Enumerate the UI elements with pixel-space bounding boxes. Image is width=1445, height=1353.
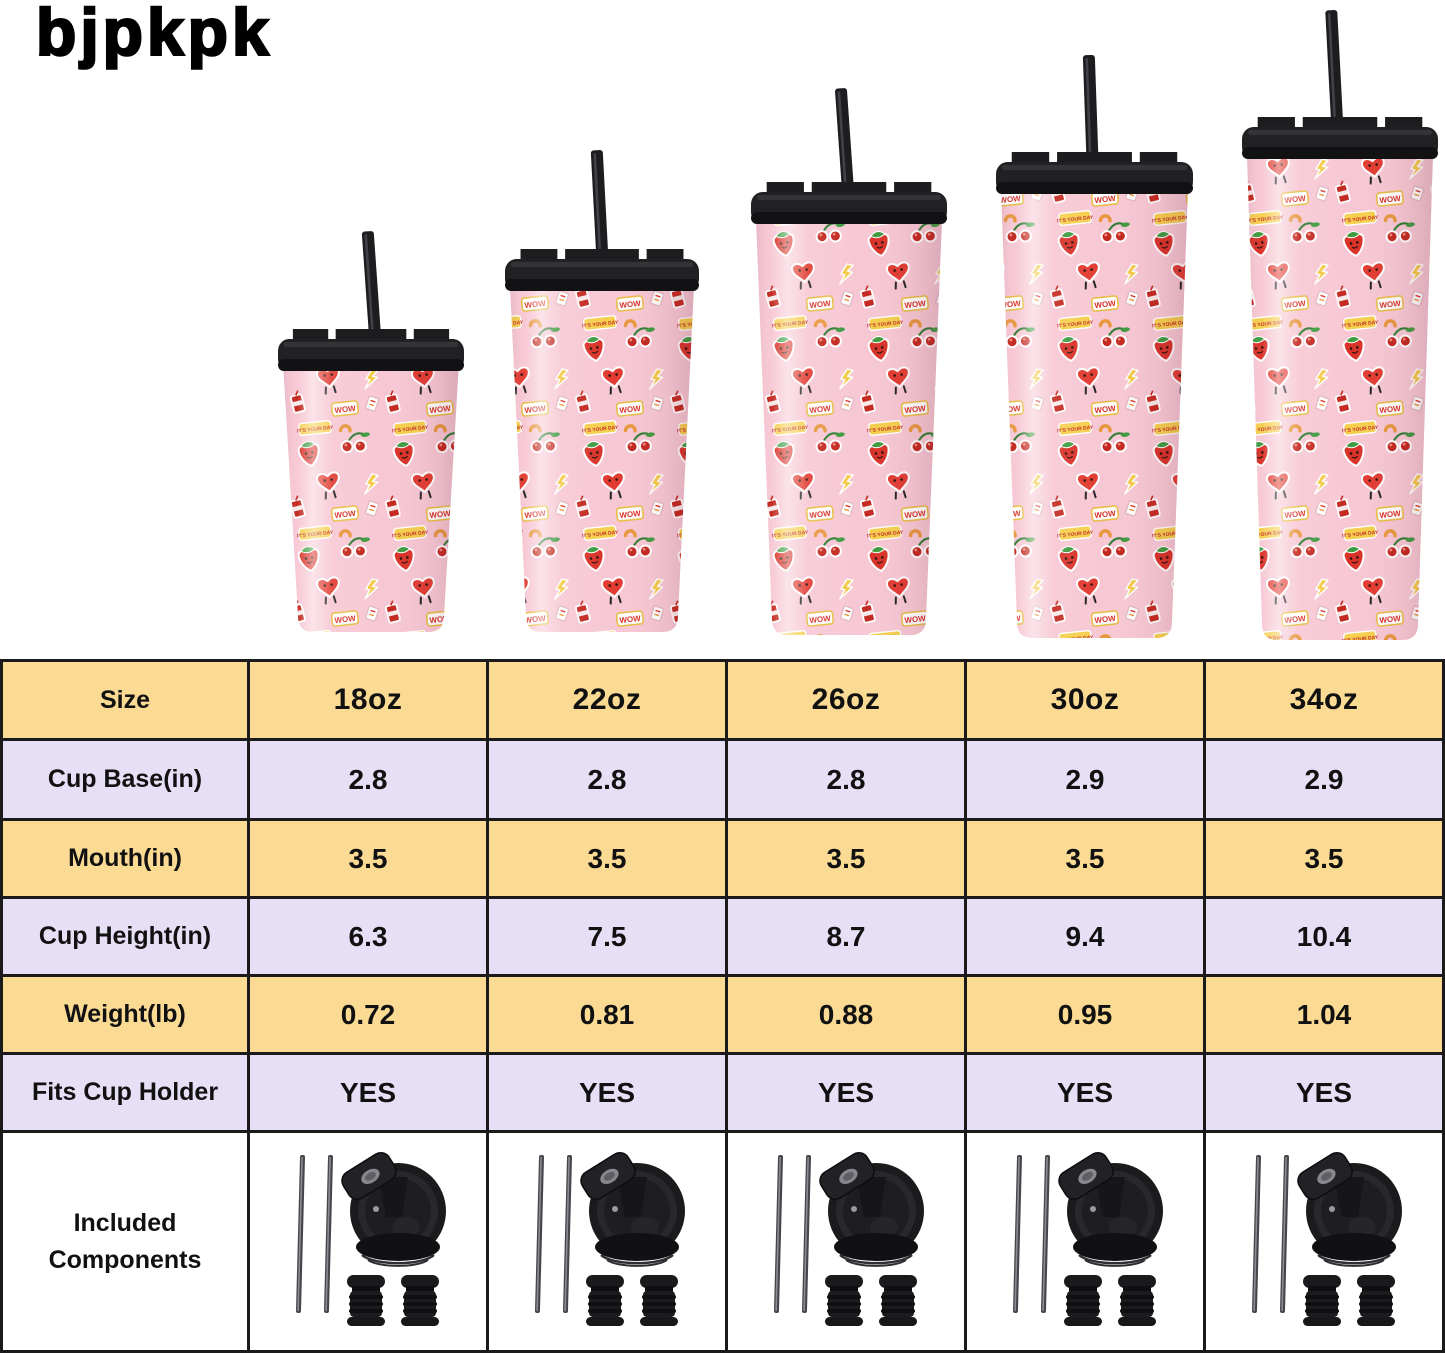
spec-cell-size-18oz: 18oz xyxy=(250,662,486,738)
included-components-label-line1: Included xyxy=(73,1209,177,1238)
straw-icon xyxy=(835,88,855,209)
spec-cell-height-18oz: 6.3 xyxy=(250,899,486,974)
included-components-graphic xyxy=(268,1147,468,1337)
lid-icon xyxy=(505,249,699,291)
spec-cell-weight-34oz: 1.04 xyxy=(1206,977,1442,1052)
spec-cell-mouth-18oz: 3.5 xyxy=(250,821,486,896)
straw-icon xyxy=(1325,10,1344,143)
spec-cell-components-26oz xyxy=(728,1133,964,1350)
spec-cell-components-18oz xyxy=(250,1133,486,1350)
spec-cell-fits-34oz: YES xyxy=(1206,1055,1442,1130)
spec-row-label-included-components: Included Components xyxy=(3,1133,247,1350)
spec-cell-weight-18oz: 0.72 xyxy=(250,977,486,1052)
spec-cell-components-22oz xyxy=(489,1133,725,1350)
tumbler-lineup-graphic: WOW IT'S YOUR DAY xyxy=(278,10,1438,640)
lid-icon xyxy=(996,152,1193,194)
spec-row-label-cup-height: Cup Height(in) xyxy=(3,899,247,974)
spec-cell-fits-30oz: YES xyxy=(967,1055,1203,1130)
spec-cell-mouth-30oz: 3.5 xyxy=(967,821,1203,896)
tumbler-26oz xyxy=(751,88,947,635)
spec-cell-weight-30oz: 0.95 xyxy=(967,977,1203,1052)
spec-cell-size-26oz: 26oz xyxy=(728,662,964,738)
spec-row-label-cup-base: Cup Base(in) xyxy=(3,741,247,818)
included-components-graphic xyxy=(507,1147,707,1337)
spec-cell-mouth-26oz: 3.5 xyxy=(728,821,964,896)
spec-cell-base-30oz: 2.9 xyxy=(967,741,1203,818)
spec-row-label-weight: Weight(lb) xyxy=(3,977,247,1052)
included-components-label-line2: Components xyxy=(48,1245,202,1274)
tumbler-34oz xyxy=(1242,10,1438,640)
tumbler-18oz xyxy=(278,231,464,632)
included-components-graphic xyxy=(746,1147,946,1337)
spec-row-label-size: Size xyxy=(3,662,247,738)
straw-icon xyxy=(590,150,610,276)
lid-icon xyxy=(751,182,947,224)
spec-cell-weight-22oz: 0.81 xyxy=(489,977,725,1052)
spec-cell-mouth-34oz: 3.5 xyxy=(1206,821,1442,896)
lid-icon xyxy=(278,329,464,371)
spec-cell-base-18oz: 2.8 xyxy=(250,741,486,818)
spec-cell-base-26oz: 2.8 xyxy=(728,741,964,818)
spec-cell-height-30oz: 9.4 xyxy=(967,899,1203,974)
straw-icon xyxy=(1082,54,1099,178)
lid-icon xyxy=(1242,117,1438,159)
spec-cell-height-34oz: 10.4 xyxy=(1206,899,1442,974)
spec-cell-fits-18oz: YES xyxy=(250,1055,486,1130)
spec-cell-base-22oz: 2.8 xyxy=(489,741,725,818)
tumbler-30oz xyxy=(996,54,1193,638)
brand-logo: bjpkpk xyxy=(35,0,273,70)
spec-cell-components-30oz xyxy=(967,1133,1203,1350)
spec-row-label-fits-cup-holder: Fits Cup Holder xyxy=(3,1055,247,1130)
spec-cell-weight-26oz: 0.88 xyxy=(728,977,964,1052)
tumbler-22oz xyxy=(505,150,699,632)
spec-cell-size-34oz: 34oz xyxy=(1206,662,1442,738)
spec-cell-height-22oz: 7.5 xyxy=(489,899,725,974)
hero-section: bjpkpk xyxy=(0,0,1445,659)
spec-cell-height-26oz: 8.7 xyxy=(728,899,964,974)
spec-cell-size-30oz: 30oz xyxy=(967,662,1203,738)
spec-row-label-mouth: Mouth(in) xyxy=(3,821,247,896)
spec-cell-fits-22oz: YES xyxy=(489,1055,725,1130)
straw-icon xyxy=(361,231,383,357)
spec-cell-size-22oz: 22oz xyxy=(489,662,725,738)
spec-cell-base-34oz: 2.9 xyxy=(1206,741,1442,818)
included-components-graphic xyxy=(985,1147,1185,1337)
included-components-graphic xyxy=(1224,1147,1424,1337)
spec-cell-mouth-22oz: 3.5 xyxy=(489,821,725,896)
spec-cell-components-34oz xyxy=(1206,1133,1442,1350)
spec-cell-fits-26oz: YES xyxy=(728,1055,964,1130)
spec-table: Size 18oz 22oz 26oz 30oz 34oz Cup Base(i… xyxy=(0,659,1445,1353)
